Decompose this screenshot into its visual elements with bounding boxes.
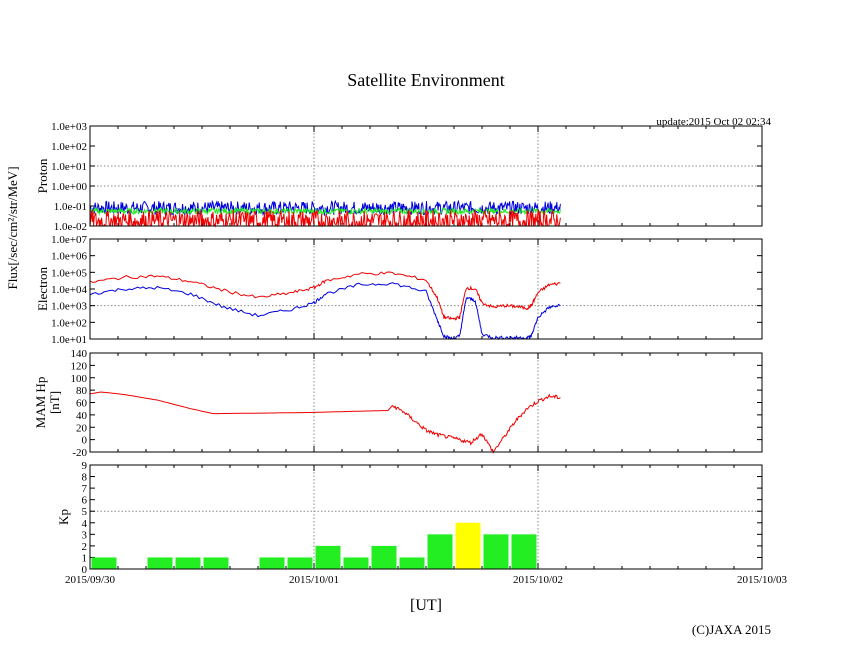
y-tick-label: 2 bbox=[82, 541, 88, 553]
panel-frame bbox=[89, 238, 763, 340]
series-electron-red bbox=[89, 271, 561, 321]
y-tick-label: 60 bbox=[76, 398, 88, 410]
y-tick-label: 1.0e+04 bbox=[51, 284, 87, 296]
y-tick-label: 140 bbox=[71, 348, 88, 360]
y-tick-label: 1.0e+07 bbox=[51, 234, 87, 246]
kp-bar bbox=[427, 534, 453, 569]
kp-bar bbox=[175, 557, 201, 569]
panel-y-label-unit: [nT] bbox=[47, 391, 62, 414]
panel-frame bbox=[89, 125, 763, 227]
panel-proton: 1.0e-02 1.0e-01 1.0e+00 1.0e+01 1.0e+02 1.0e+… bbox=[35, 121, 763, 233]
series-electron-blue bbox=[89, 282, 561, 341]
y-tick-label: 40 bbox=[76, 410, 88, 422]
y-tick-label: 100 bbox=[71, 373, 88, 385]
y-tick-label: 1.0e+05 bbox=[51, 267, 87, 279]
kp-bar bbox=[455, 522, 481, 569]
panels: 1.0e-021.0e-011.0e+001.0e+011.0e+021.0e+… bbox=[33, 121, 788, 586]
y-tick-label: 1.0e-02 bbox=[54, 221, 87, 233]
x-tick-label: 2015/10/03 bbox=[737, 574, 788, 586]
panel-frame bbox=[89, 352, 763, 453]
y-tick-label: 1.0e+06 bbox=[51, 251, 87, 263]
y-tick-label: 6 bbox=[82, 495, 88, 507]
y-tick-label: 1.0e+03 bbox=[51, 121, 87, 133]
kp-bar bbox=[203, 557, 229, 569]
kp-bar bbox=[287, 557, 313, 569]
y-tick-label: 1.0e+02 bbox=[51, 317, 87, 329]
y-tick-label: 9 bbox=[82, 460, 88, 472]
y-tick-label: 0 bbox=[82, 435, 88, 447]
x-axis-label: [UT] bbox=[410, 597, 442, 614]
kp-bar bbox=[399, 557, 425, 569]
y-tick-label: 1.0e+01 bbox=[51, 161, 87, 173]
y-tick-label: 1 bbox=[82, 552, 88, 564]
kp-bar bbox=[91, 557, 117, 569]
series-proton-green bbox=[89, 206, 561, 216]
y-tick-label: -20 bbox=[72, 447, 87, 459]
x-tick-label: 2015/10/02 bbox=[513, 574, 563, 586]
y-tick-label: 3 bbox=[82, 529, 88, 541]
y-tick-label: 1.0e+03 bbox=[51, 301, 87, 313]
y-tick-label: 1.0e+00 bbox=[51, 181, 87, 193]
y-tick-label: 0 bbox=[82, 564, 88, 576]
kp-bar bbox=[147, 557, 173, 569]
kp-bar bbox=[371, 545, 397, 569]
panel-y-label: MAM Hp bbox=[33, 377, 48, 429]
chart-title: Satellite Environment bbox=[347, 70, 504, 90]
x-tick-label: 2015/10/01 bbox=[289, 574, 339, 586]
series-proton-blue bbox=[89, 199, 561, 217]
kp-bar bbox=[343, 557, 369, 569]
y-tick-label: 80 bbox=[76, 385, 88, 397]
y-tick-label: 1.0e+01 bbox=[51, 334, 87, 346]
panel-y-label: Electron bbox=[35, 266, 50, 311]
y-tick-label: 4 bbox=[82, 518, 88, 530]
y-tick-label: 8 bbox=[82, 472, 88, 484]
series-mam_hp-red bbox=[89, 391, 561, 455]
kp-bar bbox=[483, 534, 509, 569]
x-tick-label: 2015/09/30 bbox=[65, 574, 116, 586]
kp-bar bbox=[259, 557, 285, 569]
y-tick-label: 120 bbox=[71, 360, 88, 372]
kp-bar bbox=[511, 534, 537, 569]
y-tick-label: 7 bbox=[82, 483, 88, 495]
panel-electron: 1.0e+01 1.0e+02 1.0e+03 1.0e+04 1.0e+05 1.0e+… bbox=[35, 234, 763, 346]
flux-unit-label: Flux[/sec/cm²/str/MeV] bbox=[5, 166, 20, 289]
copyright: (C)JAXA 2015 bbox=[692, 622, 771, 637]
kp-bar bbox=[315, 545, 341, 569]
panel-y-label: Kp bbox=[56, 509, 71, 525]
y-tick-label: 5 bbox=[82, 506, 88, 518]
y-tick-label: 1.0e+02 bbox=[51, 141, 87, 153]
y-tick-label: 20 bbox=[76, 422, 88, 434]
y-tick-label: 1.0e-01 bbox=[54, 201, 87, 213]
update-timestamp: update:2015 Oct 02 02:34 bbox=[656, 116, 771, 128]
panel-y-label: Proton bbox=[35, 158, 50, 193]
panel-frame bbox=[89, 464, 763, 570]
